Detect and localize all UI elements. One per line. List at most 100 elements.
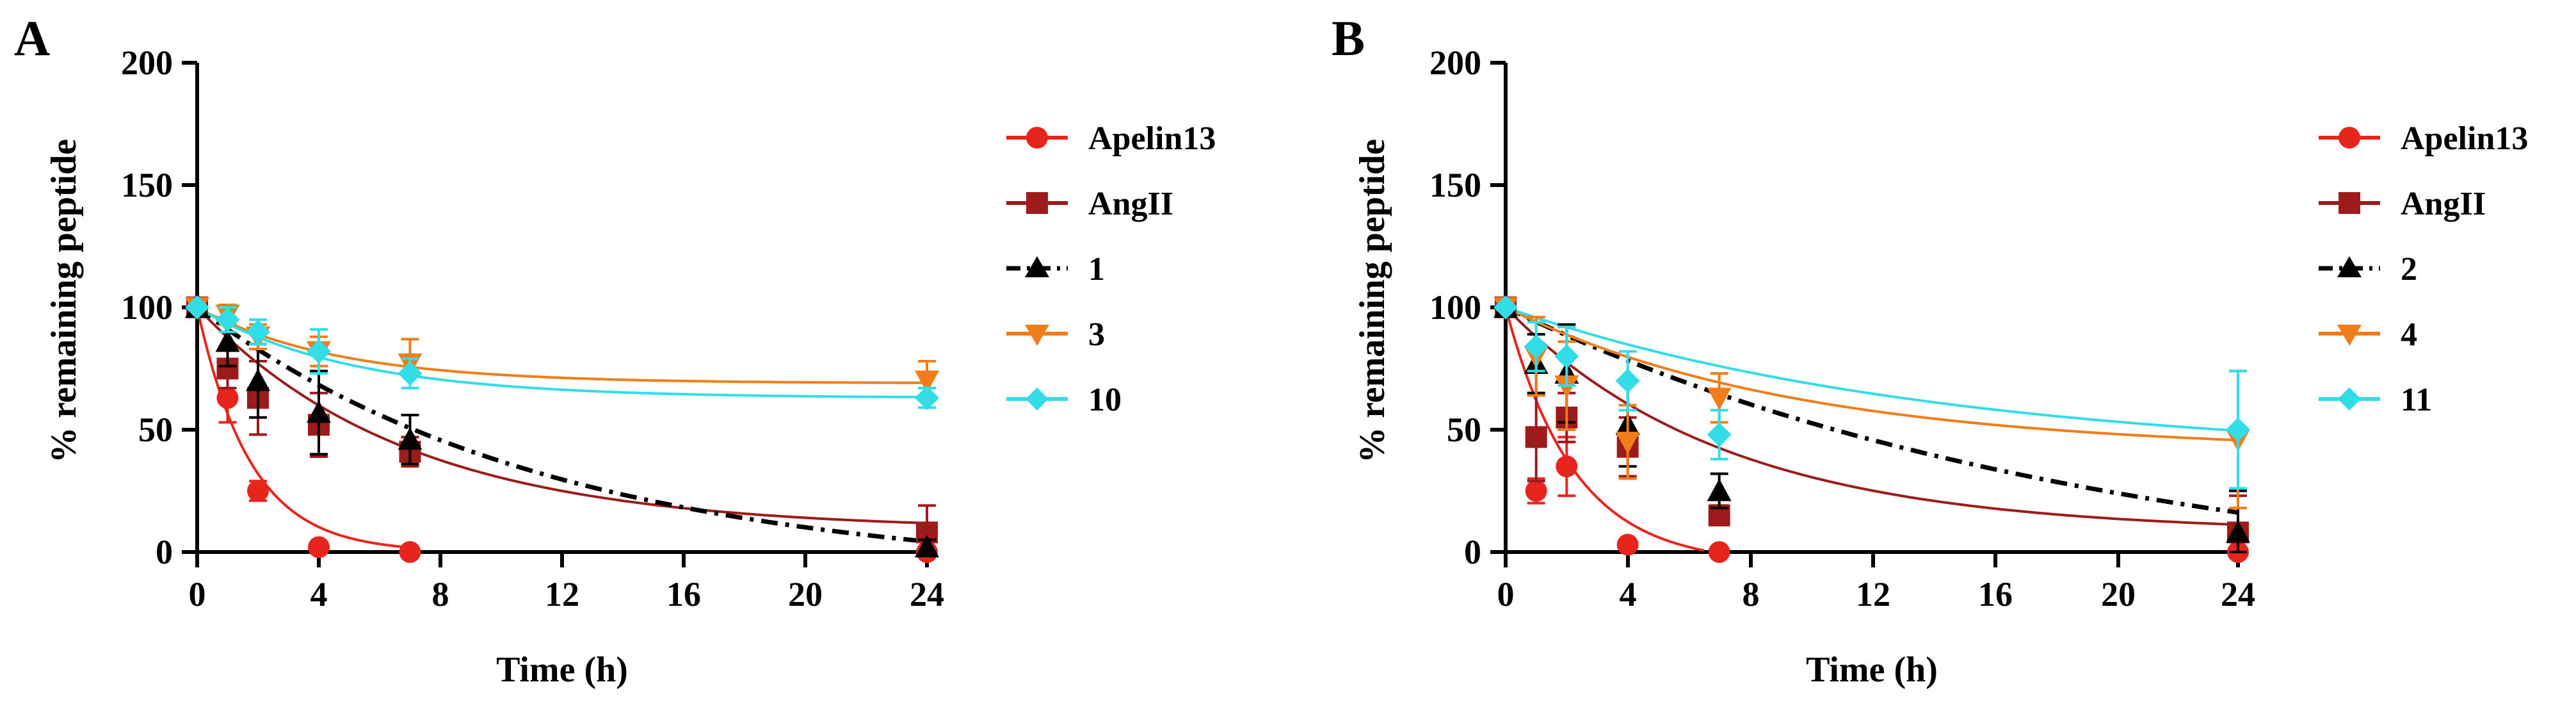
legend-marker-triangle-down: [2337, 325, 2362, 346]
panel-b-legend-label: 2: [2401, 251, 2417, 288]
data-point: [1525, 480, 1547, 502]
panel-b-legend: Apelin13 AngII 2 4 11: [2319, 120, 2528, 418]
panel-b-fit-line-0: [1504, 307, 1705, 552]
panel-b-series-3: [1493, 297, 2250, 510]
legend-marker-triangle-up: [1025, 256, 1049, 277]
panel-b-fit-line-3: [1505, 306, 2239, 442]
panel-a-y-ticks: 0 50 100 150 200: [121, 44, 197, 571]
data-point: [216, 387, 239, 409]
panel-b-xtick-label: 0: [1497, 575, 1515, 614]
data-point: [247, 480, 269, 502]
data-point: [2226, 520, 2250, 543]
panel-b-y-ticks: 0 50 100 150 200: [1429, 44, 1506, 571]
panel-a-y-axis-title: % remaining peptide: [44, 139, 84, 463]
panel-a-legend-label: 3: [1088, 316, 1105, 353]
panel-b-legend-item: 4: [2319, 316, 2417, 353]
data-point: [1556, 455, 1578, 478]
data-point: [398, 427, 423, 450]
panel-b-x-ticks: 0 4 8 12 16 20 24: [1497, 552, 2255, 614]
data-point: [1493, 295, 1518, 320]
data-point: [1615, 432, 1640, 455]
panel-a-x-ticks: 0 4 8 12 16 20 24: [189, 552, 944, 614]
data-point: [185, 295, 209, 320]
panel-a-xtick-label: 8: [432, 575, 449, 614]
panel-b-xtick-label: 24: [2221, 575, 2255, 614]
panel-b-plot-area: [1493, 295, 2250, 563]
panel-b-xtick-label: 20: [2101, 575, 2136, 614]
panel-b-legend-item: 11: [2319, 382, 2432, 418]
panel-b-legend-item: Apelin13: [2319, 120, 2528, 157]
panel-a-ytick-label: 0: [156, 533, 173, 571]
data-point: [915, 535, 939, 558]
panel-b-legend-item: AngII: [2319, 186, 2486, 222]
legend-marker-square: [1026, 192, 1048, 214]
data-point: [246, 320, 270, 345]
panel-a-legend: Apelin13 AngII 1 3 10: [1006, 120, 1216, 418]
data-point: [307, 339, 331, 364]
panel-b-series-0: [1495, 297, 2249, 563]
data-point: [399, 541, 421, 563]
panel-a-series-1: [186, 297, 938, 553]
panel-a-xtick-label: 12: [545, 575, 579, 614]
data-point: [1554, 344, 1579, 369]
data-point: [246, 368, 270, 391]
panel-b-legend-label: AngII: [2401, 186, 2486, 222]
panel-b-axes: [1504, 63, 2238, 554]
panel-b-ytick-label: 200: [1429, 44, 1481, 82]
panel-a-legend-label: 1: [1088, 251, 1105, 288]
panel-b-xtick-label: 8: [1743, 575, 1760, 614]
panel-a-x-axis-title: Time (h): [496, 650, 628, 690]
data-point: [215, 307, 240, 332]
panel-a-legend-label: 10: [1088, 382, 1122, 418]
panel-a-xtick-label: 16: [666, 575, 701, 614]
legend-marker-triangle-down: [1025, 325, 1049, 346]
panel-a-series-4: [185, 295, 939, 410]
panel-a-fit-line-3: [197, 306, 927, 384]
panel-b-legend-label: 11: [2401, 382, 2432, 418]
panel-a-fit-line-0: [196, 307, 410, 549]
panel-a-legend-item: 1: [1006, 251, 1105, 288]
panel-b-xtick-label: 4: [1620, 575, 1637, 614]
panel-b-xtick-label: 16: [1978, 575, 2013, 614]
data-point: [1524, 334, 1549, 359]
panel-b-legend-label: 4: [2401, 316, 2417, 353]
panel-a-plot-area: [185, 295, 939, 563]
panel-b-x-axis-title: Time (h): [1806, 650, 1938, 690]
panel-a-fit-line-4: [196, 306, 928, 399]
data-point: [1708, 541, 1730, 563]
panel-a-series-3: [185, 297, 939, 402]
panel-a-ytick-label: 150: [121, 166, 173, 204]
data-point: [215, 329, 240, 352]
data-point: [2226, 418, 2250, 442]
panel-a: A 0 50 100 150 200 0 4 8: [14, 10, 1216, 690]
panel-a-xtick-label: 0: [189, 575, 206, 614]
panel-a-xtick-label: 20: [788, 575, 823, 614]
panel-b-letter: B: [1332, 10, 1365, 66]
panel-b-ytick-label: 100: [1429, 288, 1481, 327]
legend-marker-diamond: [1026, 387, 1049, 410]
panel-a-legend-item: 3: [1006, 316, 1105, 353]
data-point: [915, 386, 939, 410]
legend-marker-diamond: [2338, 387, 2361, 410]
data-point: [1615, 368, 1640, 393]
panel-a-ytick-label: 200: [121, 44, 173, 82]
panel-b-xtick-label: 12: [1856, 575, 1890, 614]
panel-b-ytick-label: 50: [1447, 410, 1481, 449]
panel-a-series-2: [185, 295, 939, 558]
panel-b-legend-item: 2: [2319, 251, 2417, 288]
panel-b-series-4: [1493, 295, 2250, 490]
panel-b-legend-label: Apelin13: [2401, 120, 2528, 157]
data-point: [1707, 478, 1732, 501]
panel-a-xtick-label: 24: [910, 575, 944, 614]
panel-a-legend-item: AngII: [1006, 186, 1173, 222]
data-point: [1707, 387, 1732, 410]
data-point: [1707, 422, 1732, 447]
panel-a-ytick-label: 50: [138, 410, 173, 449]
panel-a-legend-label: Apelin13: [1088, 120, 1216, 157]
panel-b-ytick-label: 0: [1464, 533, 1481, 571]
panel-a-series-0: [186, 297, 938, 563]
panel-b-fit-line-4: [1505, 306, 2239, 432]
panel-a-fit-line-1: [196, 306, 928, 524]
panel-a-xtick-label: 4: [310, 575, 328, 614]
